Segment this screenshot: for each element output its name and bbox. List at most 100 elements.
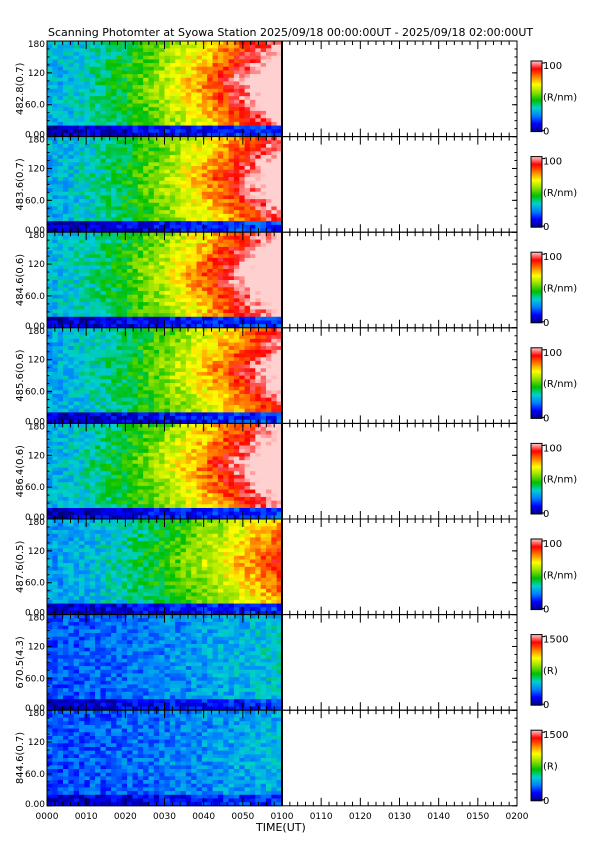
heatmap-cell	[105, 92, 112, 97]
heatmap-cell	[180, 202, 187, 207]
heatmap-cell	[185, 419, 192, 424]
heatmap-cell	[52, 280, 59, 285]
heatmap-cell	[143, 302, 149, 307]
heatmap-cell	[239, 121, 246, 126]
heatmap-cell	[148, 316, 155, 321]
heatmap-cell	[196, 408, 203, 413]
heatmap-cell	[228, 254, 235, 259]
heatmap-cell	[164, 206, 171, 211]
heatmap-cell	[132, 342, 139, 347]
heatmap-cell	[265, 74, 272, 79]
heatmap-cell	[89, 390, 96, 395]
heatmap-cell	[223, 419, 229, 424]
heatmap-cell	[233, 246, 240, 251]
heatmap-cell	[255, 217, 262, 222]
heatmap-cell	[239, 158, 246, 163]
heatmap-cell	[255, 48, 262, 53]
heatmap-cell	[223, 280, 229, 285]
heatmap-cell	[175, 254, 181, 259]
heatmap-cell	[127, 419, 133, 424]
heatmap-cell	[212, 397, 219, 402]
heatmap-cell	[260, 375, 267, 380]
heatmap-cell	[116, 132, 123, 137]
heatmap-cell	[63, 48, 69, 53]
heatmap-cell	[95, 353, 101, 358]
heatmap-cell	[239, 88, 246, 93]
heatmap-cell	[47, 324, 53, 329]
heatmap-cell	[207, 180, 213, 185]
heatmap-cell	[260, 324, 267, 329]
heatmap-cell	[233, 221, 240, 226]
heatmap-cell	[212, 162, 219, 167]
heatmap-cell	[196, 268, 203, 274]
heatmap-cell	[228, 364, 235, 369]
heatmap-cell	[73, 221, 80, 226]
heatmap-cell	[105, 85, 112, 90]
heatmap-cell	[127, 118, 133, 123]
heatmap-cell	[159, 217, 165, 222]
heatmap-cell	[233, 206, 240, 211]
heatmap-cell	[276, 129, 283, 134]
heatmap-cell	[191, 408, 197, 413]
heatmap-cell	[212, 88, 219, 93]
heatmap-cell	[207, 147, 213, 152]
heatmap-cell	[95, 199, 101, 204]
heatmap-cell	[207, 246, 213, 251]
heatmap-cell	[127, 41, 133, 46]
heatmap-cell	[52, 291, 59, 296]
heatmap-cell	[244, 298, 251, 303]
heatmap-cell	[212, 107, 219, 112]
heatmap-cell	[68, 302, 75, 307]
heatmap-cell	[159, 99, 165, 104]
heatmap-cell	[132, 188, 139, 193]
heatmap-cell	[223, 353, 229, 358]
heatmap-cell	[63, 59, 69, 64]
heatmap-cell	[276, 107, 283, 112]
heatmap-cell	[180, 147, 187, 152]
heatmap-cell	[164, 121, 171, 126]
heatmap-cell	[57, 335, 64, 340]
heatmap-cell	[217, 158, 224, 163]
heatmap-cell	[228, 291, 235, 296]
heatmap-cell	[239, 360, 246, 365]
heatmap-cell	[111, 243, 117, 248]
heatmap-cell	[249, 316, 256, 321]
heatmap-cell	[116, 158, 123, 163]
heatmap-cell	[244, 276, 251, 281]
heatmap-cell	[212, 147, 219, 152]
heatmap-cell	[223, 206, 229, 211]
heatmap-cell	[212, 239, 219, 244]
heatmap-cell	[121, 291, 128, 296]
heatmap-cell	[148, 206, 155, 211]
heatmap-cell	[233, 357, 240, 362]
heatmap-cell	[169, 63, 176, 68]
heatmap-cell	[79, 371, 85, 376]
heatmap-cell	[47, 125, 53, 130]
heatmap-cell	[212, 364, 219, 369]
heatmap-cell	[127, 221, 133, 226]
heatmap-cell	[111, 107, 117, 112]
heatmap-cell	[111, 324, 117, 329]
heatmap-cell	[89, 287, 96, 292]
heatmap-cell	[111, 305, 117, 310]
heatmap-cell	[271, 158, 278, 163]
heatmap-cell	[159, 121, 165, 126]
heatmap-cell	[164, 217, 171, 222]
heatmap-cell	[159, 371, 165, 376]
heatmap-cell	[196, 349, 203, 354]
heatmap-cell	[57, 283, 64, 288]
heatmap-cell	[111, 228, 117, 233]
heatmap-cell	[73, 327, 80, 332]
heatmap-cell	[84, 408, 91, 413]
heatmap-cell	[223, 48, 229, 53]
heatmap-cell	[159, 349, 165, 354]
heatmap-cell	[223, 239, 229, 244]
heatmap-cell	[63, 416, 69, 421]
heatmap-cell	[73, 151, 80, 156]
heatmap-cell	[47, 173, 53, 178]
heatmap-cell	[265, 257, 272, 263]
heatmap-cell	[105, 390, 112, 395]
heatmap-cell	[239, 324, 246, 329]
heatmap-cell	[73, 268, 80, 274]
heatmap-cell	[233, 327, 240, 332]
